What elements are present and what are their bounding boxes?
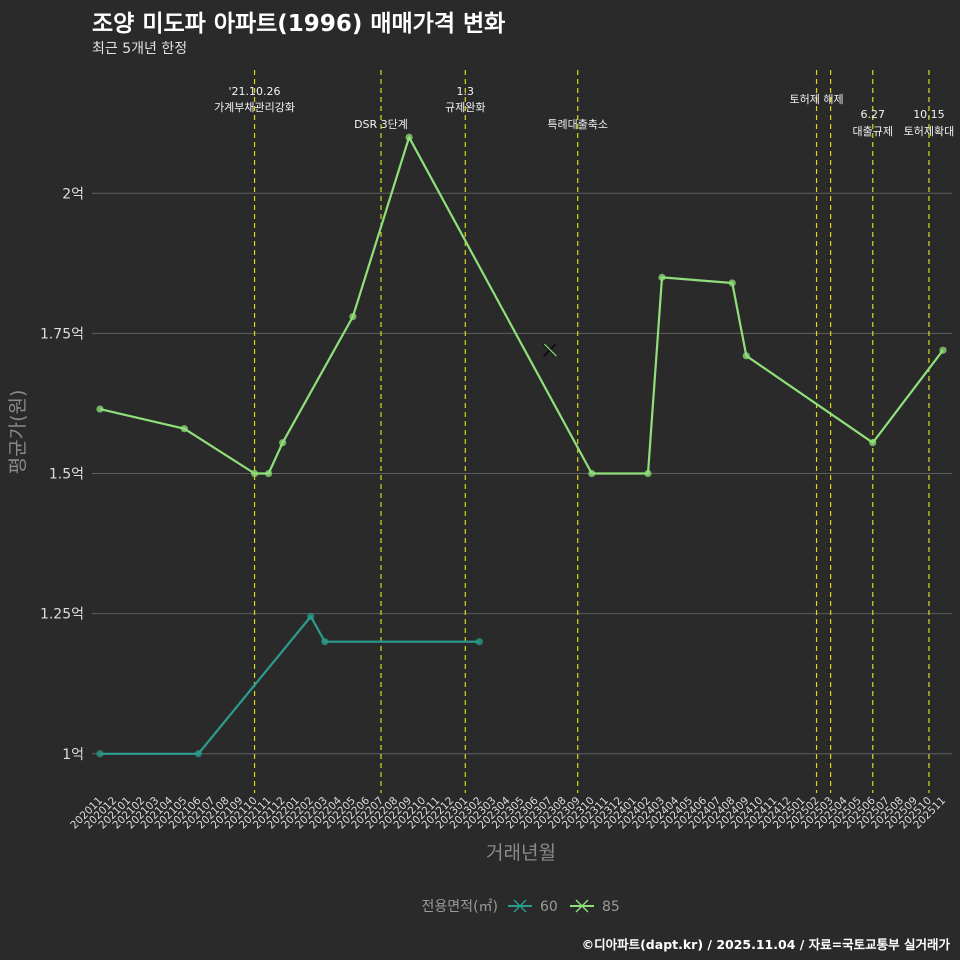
event-label-202510-0: 10.15	[913, 108, 945, 121]
chart-title: 조양 미도파 아파트(1996) 매매가격 변화	[92, 11, 506, 37]
y-tick-label-2: 1.5억	[49, 467, 84, 483]
data-point-85-202408	[728, 279, 736, 287]
data-point-85-202402	[644, 469, 652, 478]
data-point-85-202310	[588, 469, 596, 478]
legend-label-60: 60	[540, 899, 558, 915]
data-point-85-202110	[250, 469, 259, 478]
y-tick-label-1: 1.25억	[40, 607, 84, 623]
x-axis-title: 거래년월	[486, 842, 556, 864]
y-tick-label-3: 1.75억	[40, 326, 84, 342]
y-axis-title: 평균가(원)	[7, 390, 29, 475]
event-label-202207-0: DSR 3단계	[354, 118, 408, 131]
chart-subtitle: 최근 5개년 한정	[92, 41, 188, 57]
y-tick-layer: 1억 1.25억 1.5억 1.75억 2억	[40, 186, 84, 762]
data-point-85-202105	[180, 425, 188, 433]
legend-item-85[interactable]: 85	[570, 899, 620, 915]
legend-cross-b-85	[575, 899, 589, 913]
x-tick-layer: 2020112020122021012021022021032021042021…	[68, 794, 948, 831]
series-line-60	[100, 615, 480, 755]
event-label-202301-1: 규제완화	[445, 101, 485, 114]
data-point-85-202506	[869, 439, 877, 447]
event-label-202502-0: 토허제 해제	[789, 92, 843, 106]
legend-item-60[interactable]: 60	[508, 899, 558, 915]
legend-label-85: 85	[602, 899, 620, 915]
legend[interactable]: 전용면적(㎡) 60 85	[422, 899, 620, 915]
event-label-202506-1: 대출규제	[853, 125, 893, 138]
event-label-202506-0: 6.27	[861, 108, 886, 121]
data-point-60-202203	[321, 638, 329, 646]
grid-layer	[92, 192, 952, 755]
highlight-marker-85	[543, 343, 557, 357]
data-point-60-202202	[307, 612, 315, 621]
data-point-85-202403	[658, 273, 666, 281]
data-point-85-202209	[405, 133, 413, 141]
event-label-202110-0: '21.10.26	[229, 85, 281, 98]
legend-cross-b-60	[513, 899, 527, 913]
y-tick-label-4: 2억	[62, 186, 84, 202]
event-label-202309-0: 특례대출축소	[547, 118, 608, 131]
data-point-85-202205	[349, 313, 357, 321]
legend-title: 전용면적(㎡)	[422, 899, 498, 915]
source-caption: ©디아파트(dapt.kr) / 2025.11.04 / 자료=국토교통부 실…	[581, 937, 950, 952]
data-point-85-202011	[96, 405, 104, 413]
y-tick-label-0: 1억	[62, 747, 84, 763]
highlight-stroke-c	[543, 343, 557, 357]
data-point-85-202511	[939, 346, 947, 354]
data-point-60-202011	[96, 750, 104, 758]
data-point-60-202106	[194, 750, 202, 758]
data-point-60-202302	[475, 638, 483, 646]
event-label-202510-1: 토허제확대	[904, 125, 955, 138]
event-label-202110-1: 가계부채관리강화	[214, 101, 295, 114]
event-label-202301-0: 1.3	[457, 85, 475, 98]
data-point-85-202409	[742, 352, 750, 360]
data-point-85-202112	[279, 439, 287, 447]
data-point-85-202111	[265, 469, 273, 478]
series-layer	[96, 133, 947, 758]
